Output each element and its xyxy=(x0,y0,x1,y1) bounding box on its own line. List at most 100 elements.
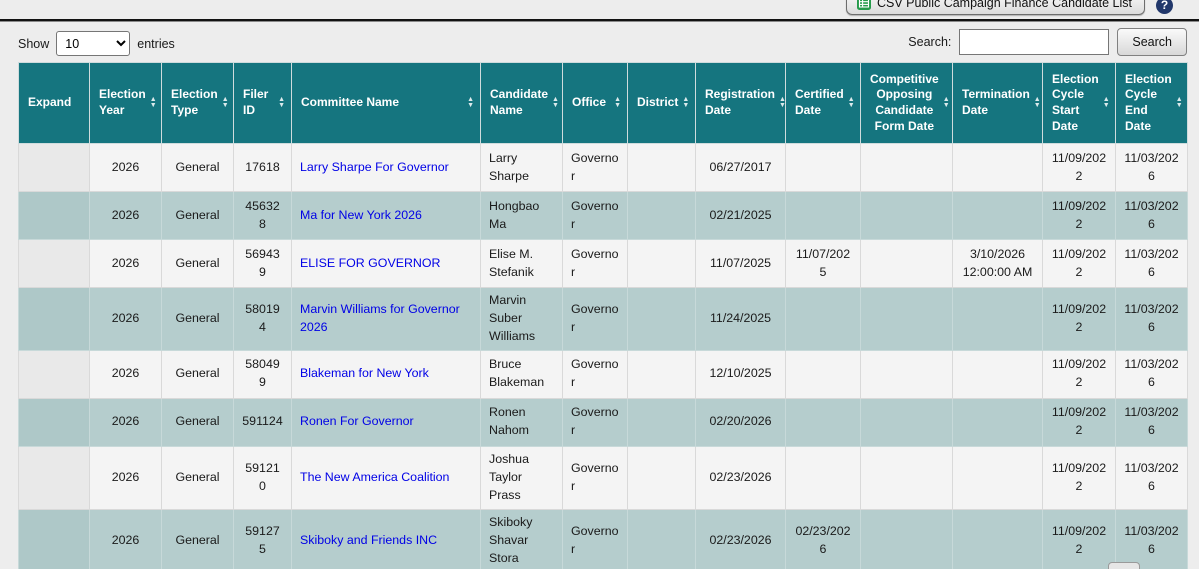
district-cell xyxy=(627,239,696,288)
column-header-filer-id[interactable]: Filer ID ▲ ▼ xyxy=(233,62,292,144)
filer-id-cell: 591275 xyxy=(233,508,292,569)
show-label: Show xyxy=(18,36,50,51)
candidate-name-cell: Larry Sharpe xyxy=(480,143,563,192)
election-type-cell: General xyxy=(161,287,234,351)
column-header-label: Election Cycle Start Date xyxy=(1052,71,1099,133)
cycle-start-cell: 11/09/2022 xyxy=(1042,445,1116,510)
help-icon[interactable]: ? xyxy=(1156,0,1173,14)
certified-date-cell xyxy=(785,397,861,447)
search-input[interactable] xyxy=(959,29,1110,55)
column-header-district[interactable]: District ▲ ▼ xyxy=(627,62,696,144)
competitive-form-date-cell xyxy=(860,508,953,569)
column-header-cycle-end[interactable]: Election Cycle End Date ▲ ▼ xyxy=(1115,62,1188,144)
termination-date-cell xyxy=(952,287,1043,351)
committee-name-link[interactable]: Skiboky and Friends INC xyxy=(300,532,438,547)
competitive-form-date-cell xyxy=(860,287,953,351)
election-type-cell: General xyxy=(161,349,234,399)
cycle-end-cell: 11/03/2026 xyxy=(1115,287,1188,351)
certified-date-cell: 11/07/2025 xyxy=(785,239,861,288)
sort-icon: ▲ ▼ xyxy=(149,95,157,109)
expand-cell[interactable] xyxy=(18,287,90,351)
column-header-certified-date[interactable]: Certified Date ▲ ▼ xyxy=(785,62,861,144)
competitive-form-date-cell xyxy=(860,239,953,288)
sort-icon: ▲ ▼ xyxy=(847,95,855,109)
column-header-registration-date[interactable]: Registration Date ▲ ▼ xyxy=(695,62,786,144)
committee-name-link[interactable]: Larry Sharpe For Governor xyxy=(300,159,449,174)
column-header-cycle-start[interactable]: Election Cycle Start Date ▲ ▼ xyxy=(1042,62,1116,144)
competitive-form-date-cell xyxy=(860,397,953,447)
committee-name-link[interactable]: Blakeman for New York xyxy=(300,366,429,381)
csv-export-button[interactable]: CSV Public Campaign Finance Candidate Li… xyxy=(846,0,1145,15)
divider-line xyxy=(0,19,1199,22)
expand-cell[interactable] xyxy=(18,239,90,288)
election-year-cell: 2026 xyxy=(89,445,162,510)
expand-cell[interactable] xyxy=(18,349,90,399)
office-cell: Governor xyxy=(562,445,628,510)
committee-name-link[interactable]: Ma for New York 2026 xyxy=(300,207,422,222)
expand-cell[interactable] xyxy=(18,445,90,510)
sort-icon: ▲ ▼ xyxy=(779,95,786,109)
cycle-start-cell: 11/09/2022 xyxy=(1042,349,1116,399)
sort-icon: ▲ ▼ xyxy=(682,95,690,109)
table-row: 2026 General 17618 Larry Sharpe For Governo… xyxy=(18,143,1188,192)
column-header-committee-name[interactable]: Committee Name ▲ ▼ xyxy=(291,62,481,144)
registration-date-cell: 02/21/2025 xyxy=(695,191,786,240)
cycle-end-cell: 11/03/2026 xyxy=(1115,445,1188,510)
table-header: Expand Election Year ▲ ▼ Election Type ▲ ▼ File… xyxy=(18,62,1188,144)
office-cell: Governor xyxy=(562,508,628,569)
entries-label: entries xyxy=(137,36,175,51)
column-header-election-type[interactable]: Election Type ▲ ▼ xyxy=(161,62,234,144)
committee-name-cell: Blakeman for New York xyxy=(291,349,481,399)
filer-id-cell: 591210 xyxy=(233,445,292,510)
table-row: 2026 General 591210 The New America Coaliti… xyxy=(18,445,1188,510)
election-type-cell: General xyxy=(161,508,234,569)
district-cell xyxy=(627,397,696,447)
cycle-start-cell: 11/09/2022 xyxy=(1042,397,1116,447)
expand-cell[interactable] xyxy=(18,508,90,569)
sort-icon: ▲ ▼ xyxy=(1102,95,1110,109)
district-cell xyxy=(627,445,696,510)
pagination-button-partial[interactable] xyxy=(1108,562,1140,569)
column-header-candidate-name[interactable]: Candidate Name ▲ ▼ xyxy=(480,62,563,144)
registration-date-cell: 02/20/2026 xyxy=(695,397,786,447)
column-header-label: Certified Date xyxy=(795,87,844,117)
column-header-label: Termination Date xyxy=(962,87,1030,117)
registration-date-cell: 12/10/2025 xyxy=(695,349,786,399)
entries-select[interactable]: 10 xyxy=(56,31,131,56)
column-header-expand: Expand xyxy=(18,62,90,144)
candidate-name-cell: Ronen Nahom xyxy=(480,397,563,447)
filer-id-cell: 591124 xyxy=(233,397,292,447)
filer-id-cell: 580499 xyxy=(233,349,292,399)
committee-name-link[interactable]: ELISE FOR GOVERNOR xyxy=(300,255,441,270)
office-cell: Governor xyxy=(562,239,628,288)
committee-name-link[interactable]: The New America Coalition xyxy=(300,469,450,484)
candidate-name-cell: Marvin Suber Williams xyxy=(480,287,563,351)
column-header-competitive-form-date[interactable]: Competitive Opposing Candidate Form Date… xyxy=(860,62,953,144)
termination-date-cell xyxy=(952,191,1043,240)
column-header-election-year[interactable]: Election Year ▲ ▼ xyxy=(89,62,162,144)
certified-date-cell xyxy=(785,287,861,351)
cycle-end-cell: 11/03/2026 xyxy=(1115,508,1188,569)
office-cell: Governor xyxy=(562,191,628,240)
table-controls: Show 10 entries Search: Search xyxy=(0,28,1199,58)
committee-name-link[interactable]: Marvin Williams for Governor 2026 xyxy=(300,301,460,334)
column-header-label: Election Type xyxy=(171,87,218,117)
table-row: 2026 General 580194 Marvin Williams for Gov… xyxy=(18,287,1188,351)
candidate-table-container: Expand Election Year ▲ ▼ Election Type ▲ ▼ File… xyxy=(18,62,1188,569)
column-header-termination-date[interactable]: Termination Date ▲ ▼ xyxy=(952,62,1043,144)
termination-date-cell xyxy=(952,397,1043,447)
expand-cell[interactable] xyxy=(18,397,90,447)
expand-cell[interactable] xyxy=(18,191,90,240)
committee-name-cell: Larry Sharpe For Governor xyxy=(291,143,481,192)
column-header-office[interactable]: Office ▲ ▼ xyxy=(562,62,628,144)
election-year-cell: 2026 xyxy=(89,397,162,447)
search-button[interactable]: Search xyxy=(1117,28,1187,56)
expand-cell[interactable] xyxy=(18,143,90,192)
competitive-form-date-cell xyxy=(860,143,953,192)
sort-icon: ▲ ▼ xyxy=(1175,95,1183,109)
sort-icon: ▲ ▼ xyxy=(278,95,285,109)
election-type-cell: General xyxy=(161,397,234,447)
filer-id-cell: 17618 xyxy=(233,143,292,192)
competitive-form-date-cell xyxy=(860,445,953,510)
committee-name-link[interactable]: Ronen For Governor xyxy=(300,414,414,429)
